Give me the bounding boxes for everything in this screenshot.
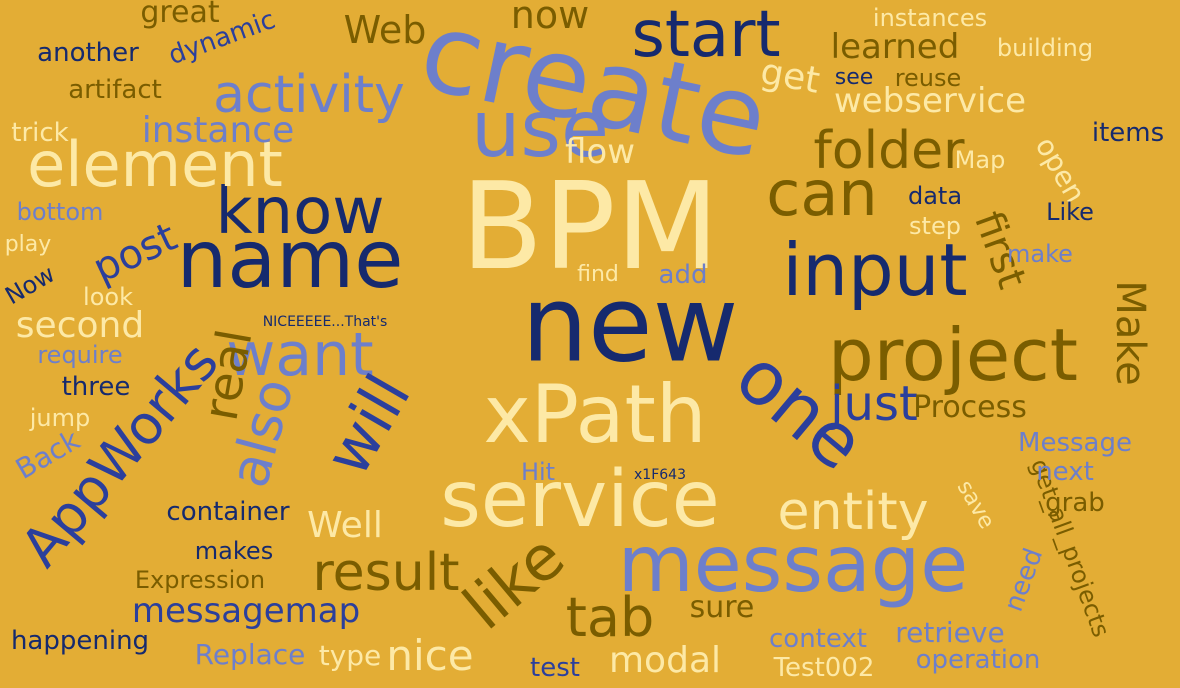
word: can: [766, 157, 878, 230]
word: Message: [1018, 428, 1132, 458]
word: need: [998, 544, 1050, 616]
word: know: [215, 175, 385, 249]
word: sure: [689, 590, 755, 625]
word: trick: [11, 118, 69, 148]
word: tab: [565, 586, 655, 649]
word: messagemap: [131, 591, 361, 631]
word: real: [192, 325, 264, 425]
word: another: [37, 38, 139, 68]
word: nice: [386, 631, 474, 680]
word: data: [907, 182, 963, 210]
word: want: [226, 320, 374, 390]
word: Like: [1046, 198, 1094, 226]
word: x1F643: [634, 467, 686, 483]
word: test: [530, 653, 580, 683]
word: xPath: [483, 368, 707, 461]
word: learned: [830, 27, 960, 67]
word: instances: [872, 4, 988, 32]
word: name: [176, 213, 404, 306]
word: project: [828, 313, 1078, 397]
word: Map: [954, 146, 1006, 174]
word: next: [1036, 457, 1094, 487]
word: activity: [213, 65, 405, 125]
word: Test002: [773, 653, 875, 683]
word: jump: [29, 404, 91, 432]
word: Expression: [134, 566, 266, 594]
word: require: [37, 341, 123, 369]
word: post: [86, 213, 184, 293]
word: flow: [564, 132, 636, 172]
word: NICEEEEE...That's: [262, 314, 388, 330]
word: Well: [307, 505, 383, 546]
word: now: [510, 0, 590, 37]
word: message: [617, 520, 969, 610]
word: modal: [608, 640, 722, 681]
word: service: [440, 455, 720, 545]
word: Web: [343, 8, 427, 52]
word: step: [909, 212, 961, 240]
word: three: [61, 372, 131, 402]
word: instance: [141, 110, 295, 151]
word: context: [769, 624, 867, 654]
word: Process: [913, 390, 1027, 425]
word: look: [83, 283, 133, 311]
word: retrieve: [895, 616, 1005, 649]
word: operation: [915, 645, 1041, 675]
word: just: [830, 376, 918, 432]
word: building: [996, 34, 1094, 62]
word: new: [521, 263, 739, 386]
word: result: [312, 543, 460, 603]
word: makes: [194, 537, 274, 565]
word: second: [15, 305, 145, 346]
word: artifact: [68, 75, 162, 105]
word: folder: [813, 121, 965, 181]
word: type: [318, 639, 382, 672]
word: see: [834, 65, 874, 90]
word: happening: [10, 626, 150, 656]
word: element: [27, 128, 283, 201]
word: play: [4, 232, 52, 257]
word: entity: [777, 482, 929, 542]
word: Now: [0, 259, 60, 311]
word: BPM: [460, 158, 720, 297]
word: get: [757, 51, 823, 102]
word: webservice: [833, 81, 1027, 121]
word: grab: [1045, 488, 1105, 518]
word: open: [1028, 131, 1093, 209]
word: bottom: [16, 198, 104, 226]
word: great: [140, 0, 220, 30]
word: Replace: [194, 638, 306, 671]
word: Hit: [520, 458, 556, 486]
word: reuse: [894, 64, 962, 92]
word: find: [577, 262, 619, 287]
word: container: [166, 497, 290, 527]
word: start: [631, 0, 781, 72]
word: input: [782, 228, 968, 312]
word: make: [1007, 240, 1073, 268]
word: add: [658, 260, 708, 290]
word: items: [1091, 118, 1165, 148]
word: use: [470, 85, 610, 175]
word: Make: [1107, 280, 1153, 386]
